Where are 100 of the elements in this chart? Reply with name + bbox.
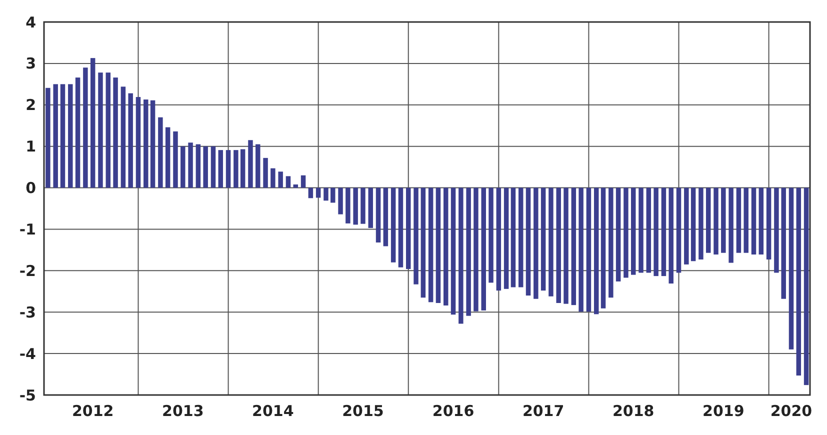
bar	[510, 188, 516, 288]
bar	[226, 150, 231, 188]
y-tick-label: -5	[19, 386, 36, 404]
bar	[60, 84, 66, 188]
bar	[781, 188, 786, 299]
y-tick-label: 1	[26, 138, 36, 156]
bar	[165, 127, 170, 188]
bar	[180, 146, 186, 188]
bar	[90, 58, 96, 188]
bar	[586, 188, 592, 312]
bar	[128, 93, 133, 188]
bar	[534, 188, 538, 299]
y-tick-label: 0	[26, 179, 36, 198]
bar	[564, 188, 568, 304]
bar	[594, 188, 599, 314]
bar	[774, 188, 779, 273]
bar	[136, 97, 141, 188]
bar	[270, 168, 276, 188]
x-tick-label: 2020	[770, 402, 812, 420]
bar	[390, 188, 396, 262]
y-tick-label: 4	[26, 13, 36, 32]
bar	[300, 175, 306, 188]
bar	[256, 144, 260, 188]
bar	[698, 188, 704, 260]
bar	[744, 188, 748, 253]
bar	[113, 78, 118, 188]
bar	[706, 188, 711, 253]
bar	[624, 188, 628, 278]
bar	[338, 188, 343, 214]
bar	[804, 188, 809, 386]
bar	[203, 146, 208, 188]
bar	[481, 188, 486, 310]
bar	[316, 188, 321, 198]
y-tick-label: 2	[26, 96, 36, 114]
bar	[173, 131, 178, 188]
x-tick-label: 2012	[72, 402, 114, 420]
bar	[308, 188, 314, 198]
bar	[548, 188, 554, 296]
x-tick-label: 2014	[252, 402, 294, 420]
bar	[263, 158, 268, 188]
bar	[248, 140, 253, 188]
x-tick-label: 2015	[342, 402, 384, 420]
y-tick-label: 3	[26, 54, 36, 73]
bar	[736, 188, 742, 253]
bar	[526, 188, 531, 296]
bar	[540, 188, 546, 291]
bar	[751, 188, 756, 255]
bar	[188, 142, 193, 188]
bar	[75, 78, 80, 188]
x-tick-label: 2016	[432, 402, 474, 420]
bar	[788, 188, 794, 350]
bar	[353, 188, 358, 225]
x-tick-label: 2017	[522, 402, 564, 420]
bar	[496, 188, 502, 291]
bar	[721, 188, 726, 253]
bar	[383, 188, 388, 246]
bar	[346, 188, 350, 224]
bar	[518, 188, 524, 288]
bar	[360, 188, 366, 224]
bar	[420, 188, 426, 298]
bar	[474, 188, 478, 312]
bar	[608, 188, 614, 298]
bar	[458, 188, 464, 324]
bar	[668, 188, 674, 284]
bar	[796, 188, 802, 376]
bar	[106, 72, 111, 188]
bar	[398, 188, 404, 268]
bar	[450, 188, 456, 315]
x-tick-label: 2018	[612, 402, 654, 420]
bar	[53, 84, 58, 188]
y-tick-label: -4	[19, 344, 36, 363]
bar	[556, 188, 561, 303]
bar	[654, 188, 658, 276]
bar	[488, 188, 494, 283]
bar	[120, 86, 126, 188]
bar	[210, 146, 216, 188]
y-tick-label: -3	[19, 303, 36, 322]
bar	[578, 188, 584, 312]
bar	[83, 68, 88, 188]
bar	[758, 188, 764, 255]
bar	[150, 100, 156, 188]
bar	[571, 188, 576, 306]
bar	[330, 188, 336, 203]
bar	[436, 188, 441, 303]
x-tick-label: 2013	[162, 402, 204, 420]
bar	[46, 88, 50, 188]
bar	[218, 150, 224, 188]
y-tick-label: -2	[19, 262, 36, 280]
x-tick-label: 2019	[702, 402, 744, 420]
bar	[240, 149, 246, 188]
bar	[293, 184, 298, 188]
bar	[98, 72, 103, 188]
bar	[714, 188, 718, 255]
bar	[368, 188, 373, 228]
bar	[444, 188, 448, 306]
bar	[504, 188, 509, 289]
bar	[376, 188, 381, 242]
bar	[690, 188, 696, 262]
bar	[766, 188, 772, 260]
bar	[406, 188, 411, 270]
